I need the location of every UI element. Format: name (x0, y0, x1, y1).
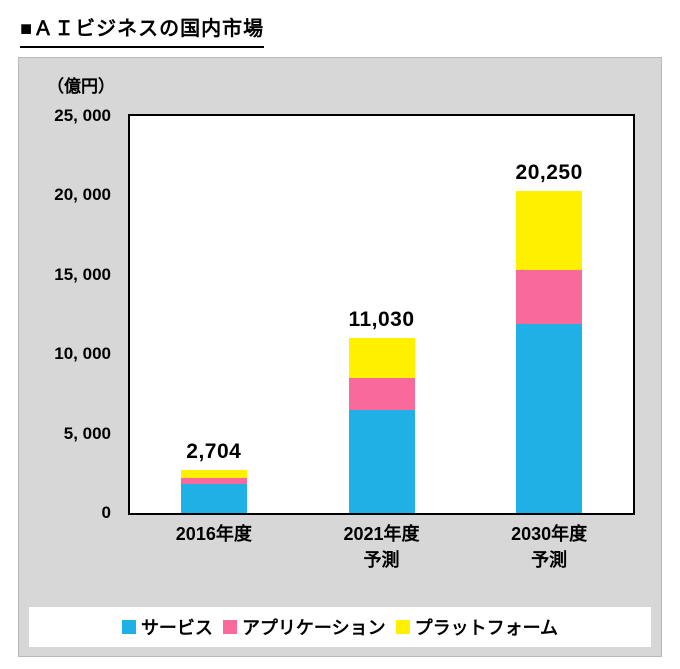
bar-total-label: 20,250 (515, 161, 583, 185)
x-tick-label: 2030年度 予測 (511, 524, 588, 570)
bar-segment-platform (516, 191, 583, 271)
legend-item-application: アプリケーション (222, 614, 386, 640)
page-title: ■ＡＩビジネスの国内市場 (20, 12, 265, 48)
y-tick-label: 20, 000 (54, 185, 111, 205)
bar-segment-service (516, 324, 583, 513)
chart-legend: サービス アプリケーション プラットフォーム (29, 607, 651, 647)
bar-segment-application (348, 378, 415, 410)
y-axis-ticks: 0 5, 000 10, 000 15, 000 20, 000 25, 000 (19, 106, 119, 522)
legend-swatch (121, 620, 136, 634)
x-tick-label: 2021年度 予測 (343, 524, 420, 570)
y-tick-label: 5, 000 (63, 423, 111, 443)
bar-segment-platform (180, 470, 247, 479)
bar-total-label: 11,030 (348, 307, 415, 331)
legend-label: サービス (140, 618, 213, 638)
x-tick-label: 2016年度 (175, 524, 252, 544)
legend-swatch (395, 620, 410, 634)
legend-label: アプリケーション (241, 618, 386, 638)
legend-item-service: サービス (121, 614, 213, 640)
bar-segment-service (348, 409, 415, 513)
y-tick-label: 10, 000 (54, 344, 111, 364)
bar-segment-application (180, 478, 247, 485)
legend-swatch (222, 620, 237, 634)
y-axis-unit-label: （億円） (47, 77, 115, 96)
chart-panel: （億円） 0 5, 000 10, 000 15, 000 20, 000 25, 000… (18, 57, 662, 657)
bar-total-label: 2,704 (186, 440, 242, 464)
plot-area: 2,704 11,030 20,250 (128, 114, 635, 515)
legend-item-platform: プラットフォーム (395, 614, 559, 640)
y-tick-label: 25, 000 (54, 106, 111, 125)
legend-label: プラットフォーム (414, 618, 559, 638)
bar-segment-platform (348, 337, 415, 379)
bar-segment-application (516, 270, 583, 325)
y-tick-label: 0 (101, 503, 111, 522)
bar-segment-service (180, 484, 247, 513)
y-tick-label: 15, 000 (54, 264, 111, 284)
